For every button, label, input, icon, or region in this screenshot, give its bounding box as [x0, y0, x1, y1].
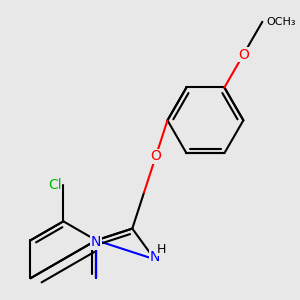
Text: O: O — [238, 48, 249, 62]
Text: OCH₃: OCH₃ — [266, 17, 296, 27]
Text: O: O — [150, 149, 161, 164]
Text: N: N — [149, 250, 160, 264]
Text: H: H — [157, 243, 166, 256]
Text: N: N — [91, 235, 101, 249]
Text: Cl: Cl — [48, 178, 62, 192]
